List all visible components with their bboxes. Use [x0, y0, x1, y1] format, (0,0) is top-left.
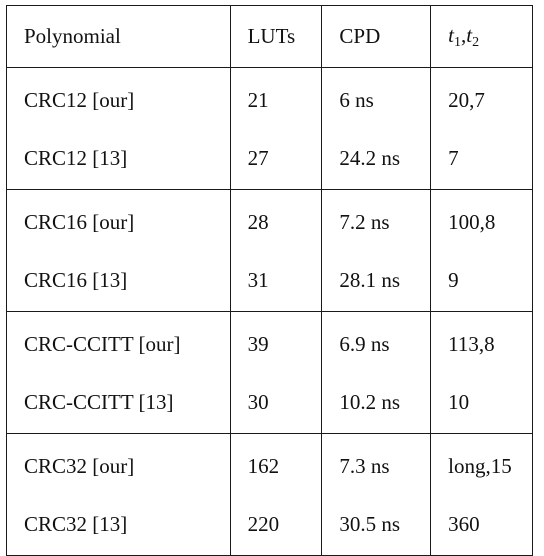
polynomial-value: CRC-CCITT [13]: [24, 390, 174, 414]
luts-value: 39: [247, 332, 269, 356]
table-row-group-crc12: CRC12 [our] CRC12 [13] 21 27 6 ns 24.2 n…: [6, 67, 533, 190]
cpd-value: 7.3 ns: [339, 454, 390, 478]
header-t1: t: [448, 22, 454, 47]
luts-cell: 39 30: [229, 311, 323, 434]
t-value: 360: [448, 512, 480, 536]
luts-value: 31: [247, 268, 269, 292]
t-value: 7: [448, 146, 459, 170]
t-value: 10: [448, 390, 470, 414]
cpd-cell: 6.9 ns 10.2 ns: [321, 311, 432, 434]
header-luts: LUTs: [229, 5, 323, 68]
polynomial-value: CRC32 [our]: [24, 454, 135, 478]
luts-value: 220: [247, 512, 280, 536]
cpd-value: 7.2 ns: [339, 210, 390, 234]
table-row-group-crc-ccitt: CRC-CCITT [our] CRC-CCITT [13] 39 30 6.9…: [6, 311, 533, 434]
polynomial-cell: CRC12 [our] CRC12 [13]: [6, 67, 231, 190]
t-cell: long,15 360: [430, 433, 533, 556]
cpd-value: 6.9 ns: [339, 332, 390, 356]
header-t2: t: [466, 22, 473, 47]
luts-cell: 21 27: [229, 67, 323, 190]
luts-value: 30: [247, 390, 269, 414]
t-value: 100,8: [448, 210, 496, 234]
luts-cell: 28 31: [229, 189, 323, 312]
polynomial-value: CRC16 [our]: [24, 210, 135, 234]
header-t1-t2: t1,t2: [430, 5, 533, 68]
t-value: long,15: [448, 454, 512, 478]
header-t2-subscript: 2: [472, 34, 480, 50]
polynomial-value: CRC16 [13]: [24, 268, 128, 292]
luts-value: 162: [247, 454, 280, 478]
t-cell: 100,8 9: [430, 189, 533, 312]
polynomial-value: CRC32 [13]: [24, 512, 128, 536]
header-polynomial: Polynomial: [6, 5, 231, 68]
table-row-group-crc16: CRC16 [our] CRC16 [13] 28 31 7.2 ns 28.1…: [6, 189, 533, 312]
header-row: Polynomial LUTs CPD t1,t2: [6, 5, 533, 68]
luts-cell: 162 220: [229, 433, 323, 556]
cpd-cell: 7.3 ns 30.5 ns: [321, 433, 432, 556]
table-row-group-crc32: CRC32 [our] CRC32 [13] 162 220 7.3 ns 30…: [6, 433, 533, 556]
header-cpd: CPD: [321, 5, 432, 68]
t-value: 9: [448, 268, 459, 292]
cpd-value: 6 ns: [339, 88, 374, 112]
results-table: Polynomial LUTs CPD t1,t2 CRC12 [our] CR…: [6, 5, 533, 556]
polynomial-cell: CRC-CCITT [our] CRC-CCITT [13]: [6, 311, 231, 434]
cpd-cell: 6 ns 24.2 ns: [321, 67, 432, 190]
cpd-cell: 7.2 ns 28.1 ns: [321, 189, 432, 312]
luts-value: 28: [247, 210, 269, 234]
luts-value: 21: [247, 88, 269, 112]
cpd-value: 30.5 ns: [339, 512, 401, 536]
polynomial-cell: CRC16 [our] CRC16 [13]: [6, 189, 231, 312]
header-t-separator: ,: [460, 22, 467, 47]
cpd-value: 24.2 ns: [339, 146, 401, 170]
t-value: 20,7: [448, 88, 485, 112]
header-t1-subscript: 1: [453, 34, 461, 50]
polynomial-value: CRC-CCITT [our]: [24, 332, 181, 356]
luts-value: 27: [247, 146, 269, 170]
t-cell: 113,8 10: [430, 311, 533, 434]
polynomial-cell: CRC32 [our] CRC32 [13]: [6, 433, 231, 556]
t-value: 113,8: [448, 332, 495, 356]
cpd-value: 28.1 ns: [339, 268, 401, 292]
cpd-value: 10.2 ns: [339, 390, 401, 414]
polynomial-value: CRC12 [our]: [24, 88, 135, 112]
polynomial-value: CRC12 [13]: [24, 146, 128, 170]
t-cell: 20,7 7: [430, 67, 533, 190]
